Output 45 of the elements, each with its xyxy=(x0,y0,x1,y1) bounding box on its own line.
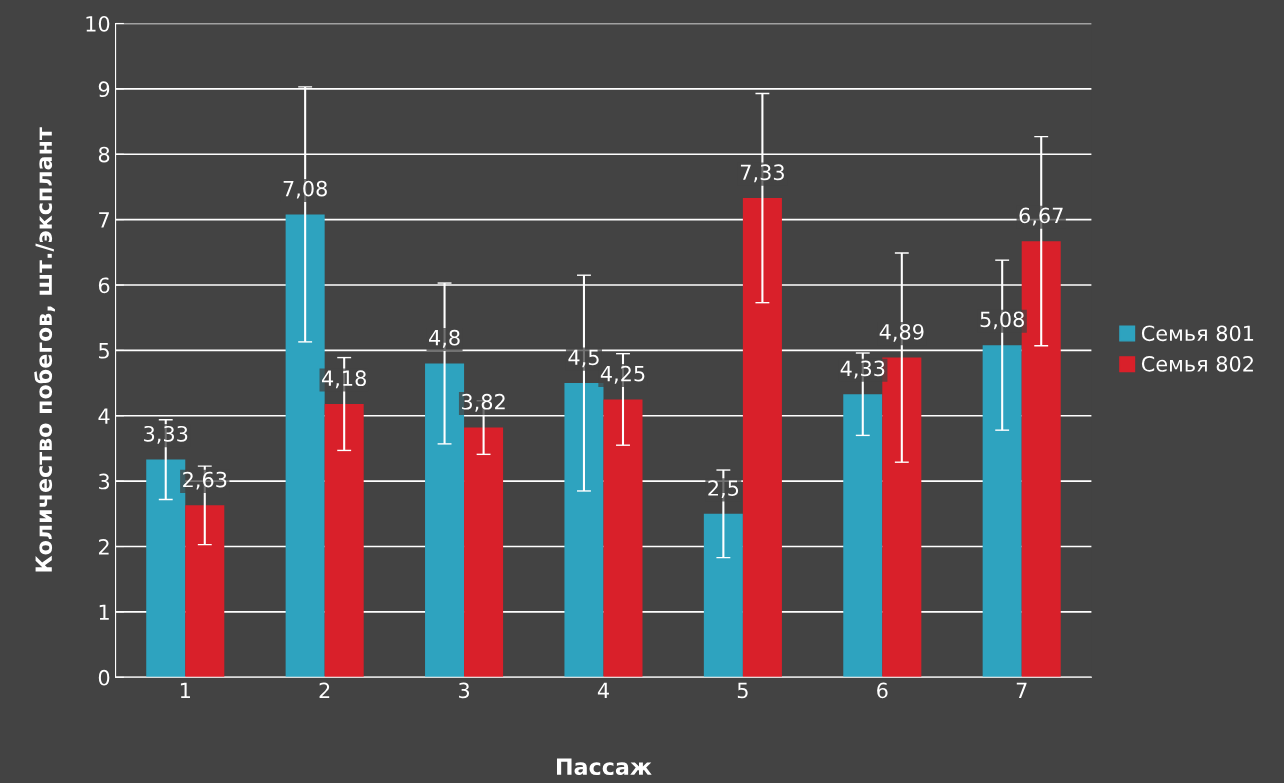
bar xyxy=(742,198,782,678)
y-tick-label: 4 xyxy=(98,408,110,424)
x-tick-label: 5 xyxy=(737,682,748,699)
data-label: 6,67 xyxy=(1019,207,1063,226)
y-tick-label: 2 xyxy=(98,538,109,555)
y-tick-label: 9 xyxy=(98,81,110,98)
data-label: 2,63 xyxy=(183,471,227,490)
data-label: 7,33 xyxy=(740,164,784,183)
y-tick-label: 3 xyxy=(99,473,110,490)
bar xyxy=(603,399,643,678)
data-label: 3,33 xyxy=(144,425,188,444)
data-label: 4,5 xyxy=(568,349,599,368)
data-label: 4,25 xyxy=(600,365,645,384)
y-tick-label: 8 xyxy=(98,146,110,163)
data-label: 5,08 xyxy=(980,311,1024,330)
x-tick-label: 6 xyxy=(877,682,888,699)
data-label: 4,89 xyxy=(879,323,924,342)
data-label: 4,33 xyxy=(840,360,885,379)
data-label: 3,82 xyxy=(461,393,505,412)
y-tick-label: 5 xyxy=(99,343,109,359)
data-label: 2,5 xyxy=(708,480,739,499)
y-tick-label: 7 xyxy=(99,212,109,228)
bar xyxy=(185,505,225,678)
data-label: 4,8 xyxy=(429,329,460,348)
x-tick-label: 1 xyxy=(180,682,190,698)
x-tick-label: 7 xyxy=(1016,682,1027,698)
y-tick-label: 1 xyxy=(99,604,109,620)
y-axis-title: Количество побегов, шт./эксплант xyxy=(34,127,55,572)
bar xyxy=(982,345,1022,678)
legend-label: Семья 802 xyxy=(1141,355,1253,372)
y-tick-label: 0 xyxy=(98,669,110,686)
x-tick-label: 2 xyxy=(319,682,330,698)
bar xyxy=(464,427,504,678)
bar xyxy=(703,513,743,678)
legend-label: Семья 801 xyxy=(1141,325,1254,342)
bar xyxy=(564,383,604,678)
bar xyxy=(843,394,883,678)
y-tick-label: 10 xyxy=(86,15,110,32)
x-axis-title: Пассаж xyxy=(557,758,652,776)
x-tick-label: 4 xyxy=(597,682,609,698)
y-tick-label: 6 xyxy=(98,277,110,294)
data-label: 7,08 xyxy=(283,180,327,199)
bar xyxy=(324,404,364,678)
x-tick-label: 3 xyxy=(459,682,470,699)
data-label: 4,18 xyxy=(322,370,366,389)
